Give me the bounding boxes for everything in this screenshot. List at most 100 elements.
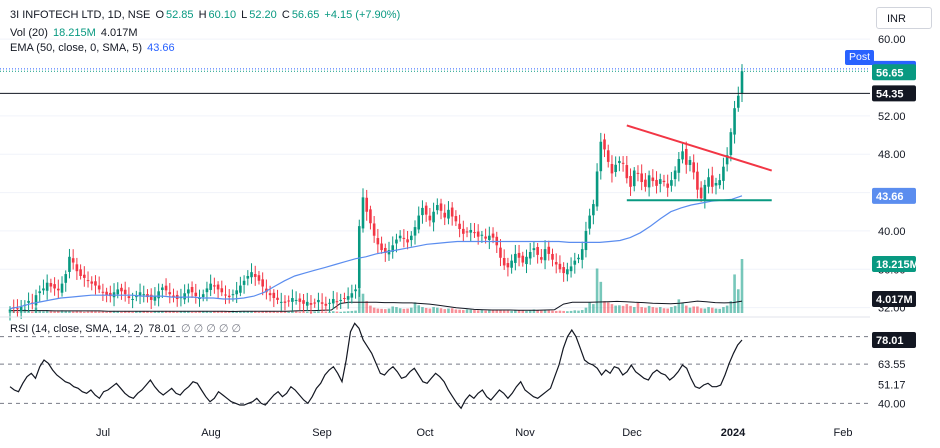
candle — [298, 293, 302, 311]
candle — [187, 283, 190, 303]
volume-bar — [101, 311, 105, 313]
candle — [428, 208, 432, 227]
candle — [45, 274, 49, 300]
candle — [421, 200, 424, 224]
candle — [120, 283, 123, 300]
volume-bar — [49, 310, 53, 313]
volume-bar — [644, 307, 647, 313]
volume-bar — [584, 307, 588, 313]
candle — [517, 244, 521, 267]
candle — [554, 253, 558, 274]
candle — [644, 173, 647, 192]
rsi-axis[interactable]: 63.55 51.17 40.00 — [878, 359, 906, 410]
candle — [302, 293, 305, 312]
time-axis[interactable]: Jul Aug Sep Oct Nov Dec 2024 Feb — [96, 427, 853, 439]
rsi-tag: 78.01 — [872, 331, 916, 348]
volume-bar — [603, 301, 606, 313]
volume-bar — [27, 311, 30, 313]
volume-bar — [618, 305, 621, 313]
volume-bar — [595, 268, 599, 313]
candle — [599, 132, 603, 180]
volume-bar — [688, 307, 692, 313]
candle — [551, 248, 554, 267]
candle — [257, 270, 261, 285]
volume-bar — [666, 308, 669, 313]
candle — [71, 249, 75, 270]
symbol-legend[interactable]: 3I INFOTECH LTD, 1D, NSE O 52.85 H 60.10 L… — [10, 9, 402, 21]
candle — [361, 188, 365, 233]
volume-bar — [543, 310, 547, 313]
volume-bar — [465, 309, 469, 313]
candle — [632, 167, 636, 192]
volume-bar — [94, 311, 97, 313]
volume-bar — [175, 311, 179, 313]
symbol-title[interactable]: 3I INFOTECH LTD, 1D, NSE — [10, 9, 151, 21]
volume-label[interactable]: Vol (20) — [10, 27, 48, 39]
candle — [272, 289, 276, 308]
candle — [577, 254, 580, 264]
volume-ma-value: 4.017M — [100, 27, 138, 39]
volume-bar — [662, 308, 666, 313]
rsi-label[interactable]: RSI (14, close, SMA, 14, 2) — [10, 323, 144, 335]
candle — [699, 181, 703, 202]
volume-bar — [357, 289, 361, 313]
volume-bar — [198, 311, 201, 313]
volume-bar — [153, 311, 157, 313]
volume-bar — [294, 311, 298, 313]
volume-bar — [480, 310, 484, 313]
currency-button[interactable]: INR — [876, 7, 932, 29]
ema-legend[interactable]: EMA (50, close, 0, SMA, 5) 43.66 — [10, 42, 177, 54]
price-tick-label: 48.00 — [878, 149, 906, 161]
candle — [566, 262, 569, 282]
volume-bar — [361, 293, 365, 313]
volume-bar — [707, 307, 710, 313]
volume-bar — [276, 311, 279, 313]
volume-bar — [194, 311, 198, 313]
candle — [488, 226, 491, 250]
rsi-tick-label: 63.55 — [878, 359, 906, 371]
candle — [684, 141, 688, 174]
candle — [194, 283, 198, 304]
candle — [736, 86, 740, 112]
volume-bar — [424, 307, 428, 313]
candle — [395, 233, 398, 253]
close-value: 56.65 — [291, 9, 320, 21]
candle — [175, 290, 179, 307]
rsi-legend[interactable]: RSI (14, close, SMA, 14, 2) 78.01 ∅ ∅ ∅ … — [10, 322, 243, 335]
candle — [235, 281, 238, 304]
volume-bar — [725, 305, 729, 313]
volume-tag: 18.215M — [872, 256, 919, 272]
volume-bar — [112, 310, 116, 313]
volume-bar — [573, 310, 577, 313]
volume-bar — [75, 310, 79, 313]
volume-bar — [714, 308, 718, 313]
volume-bar — [38, 310, 42, 313]
rsi-guide-lines — [0, 336, 870, 404]
volume-bar — [257, 311, 261, 313]
candle — [331, 290, 335, 309]
volume-bar — [517, 310, 521, 313]
level-price-tag: 54.35 — [872, 85, 916, 102]
candle — [436, 198, 439, 215]
ema-label[interactable]: EMA (50, close, 0, SMA, 5) — [10, 42, 143, 54]
volume-bar — [562, 310, 565, 313]
volume-bar — [684, 305, 688, 313]
candle — [532, 241, 536, 258]
volume-bar — [246, 311, 250, 313]
volume-bar — [279, 311, 283, 313]
volume-bar — [703, 308, 707, 313]
candle — [625, 155, 629, 184]
volume-bar — [736, 289, 740, 313]
candle — [677, 151, 681, 182]
volume-bar — [320, 311, 324, 313]
resistance-trendline[interactable] — [626, 124, 773, 172]
candle — [450, 202, 454, 226]
volume-legend[interactable]: Vol (20) 18.215M 4.017M — [10, 27, 140, 39]
volume-bar — [495, 310, 499, 313]
volume-bar — [592, 304, 595, 313]
volume-bar — [647, 305, 651, 313]
volume-ma-tag: 4.017M — [872, 291, 916, 307]
candle — [424, 202, 428, 222]
rsi-extra-values: ∅ ∅ ∅ ∅ ∅ — [180, 323, 242, 335]
